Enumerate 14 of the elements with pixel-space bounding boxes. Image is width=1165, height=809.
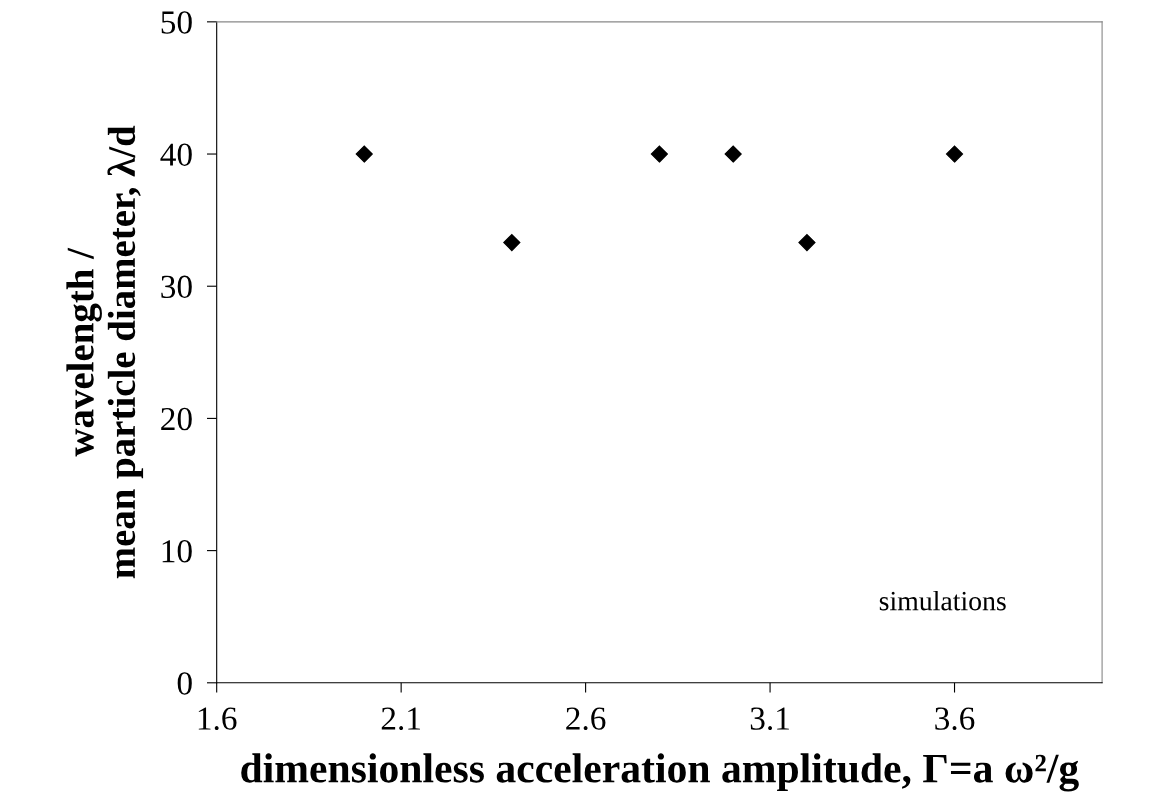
y-tick-label: 30 [161, 275, 192, 299]
x-tick-label: 1.6 [198, 707, 237, 731]
x-tick-label: 3.6 [935, 707, 975, 731]
y-axis-title: wavelength / mean particle diameter, λ/d [66, 125, 144, 579]
x-axis-title: dimensionless acceleration amplitude, Γ=a ω²/g [241, 753, 1079, 792]
y-tick-label: 50 [161, 11, 192, 34]
y-tick-label: 10 [162, 540, 192, 563]
annotation: simulations [879, 590, 1006, 611]
y-tick-label: 40 [160, 143, 192, 166]
x-tick-label: 2.1 [381, 707, 420, 731]
x-tick-label: 2.6 [566, 707, 606, 731]
x-tick-label: 3.1 [750, 707, 789, 731]
y-tick-label: 20 [161, 407, 192, 431]
y-tick-label: 0 [177, 672, 192, 695]
